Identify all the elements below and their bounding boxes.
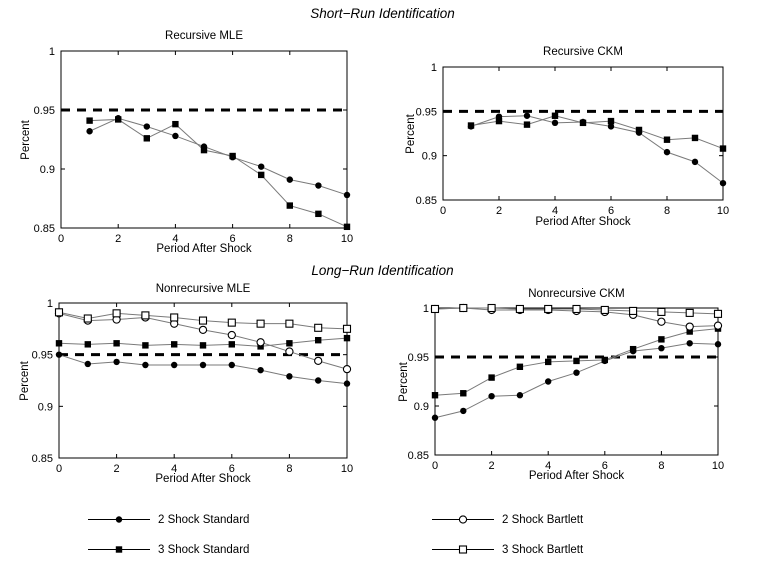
svg-text:10: 10 <box>341 233 353 245</box>
svg-text:0.85: 0.85 <box>34 223 55 235</box>
legend-label: 2 Shock Bartlett <box>502 513 584 526</box>
recursive-mle-chart: 0 2 4 6 8 10 0.85 0.9 0.95 1 <box>34 46 354 245</box>
recursive-ckm-xlabel: Period After Shock <box>535 216 631 228</box>
filled-circle-legend-icon <box>88 516 150 523</box>
filled-square-legend-icon <box>88 546 150 553</box>
svg-text:0.9: 0.9 <box>40 164 55 176</box>
svg-text:0: 0 <box>432 460 438 472</box>
legend-item-3-shock-bartlett: 3 Shock Bartlett <box>432 543 583 556</box>
svg-text:2: 2 <box>496 205 502 217</box>
recursive-mle-title: Recursive MLE <box>165 30 243 42</box>
open-circle-legend-icon <box>432 515 494 524</box>
svg-text:4: 4 <box>171 463 177 475</box>
svg-text:0.95: 0.95 <box>32 350 53 362</box>
svg-text:4: 4 <box>552 205 558 217</box>
svg-text:6: 6 <box>602 460 608 472</box>
nonrecursive-ckm-xlabel: Period After Shock <box>528 470 625 482</box>
legend-item-2-shock-bartlett: 2 Shock Bartlett <box>432 513 583 526</box>
svg-text:0: 0 <box>58 233 64 245</box>
svg-text:10: 10 <box>717 205 729 217</box>
svg-text:2: 2 <box>115 233 121 245</box>
svg-text:0.9: 0.9 <box>38 401 53 413</box>
svg-text:1: 1 <box>49 46 55 58</box>
recursive-ckm-title: Recursive CKM <box>543 46 623 58</box>
legend-label: 3 Shock Bartlett <box>502 543 584 556</box>
svg-text:6: 6 <box>230 233 236 245</box>
svg-text:0.95: 0.95 <box>34 105 55 117</box>
svg-text:8: 8 <box>287 233 293 245</box>
svg-text:6: 6 <box>608 205 614 217</box>
legend-item-3-shock-standard: 3 Shock Standard <box>88 543 249 556</box>
supertitle-short-run: Short−Run Identification <box>310 6 455 21</box>
svg-text:1: 1 <box>431 62 437 74</box>
legend-label: 2 Shock Standard <box>158 513 250 526</box>
svg-text:4: 4 <box>172 233 178 245</box>
svg-text:8: 8 <box>286 463 292 475</box>
svg-text:0.95: 0.95 <box>416 106 437 118</box>
svg-text:8: 8 <box>658 460 664 472</box>
nonrecursive-mle-title: Nonrecursive MLE <box>155 283 251 295</box>
svg-text:1: 1 <box>423 303 429 315</box>
svg-text:0.95: 0.95 <box>408 352 429 364</box>
svg-text:0.85: 0.85 <box>416 195 437 207</box>
legend-item-2-shock-standard: 2 Shock Standard <box>88 513 249 526</box>
svg-text:6: 6 <box>229 463 235 475</box>
svg-text:10: 10 <box>341 463 353 475</box>
svg-text:4: 4 <box>545 460 551 472</box>
svg-text:1: 1 <box>47 298 53 310</box>
svg-text:10: 10 <box>712 460 724 472</box>
nonrecursive-ckm-title: Nonrecursive CKM <box>528 288 625 300</box>
nonrecursive-mle-chart: 0 2 4 6 8 10 0.85 0.9 0.95 1 <box>32 298 354 475</box>
legend-label: 3 Shock Standard <box>158 543 250 556</box>
supertitle-long-run: Long−Run Identification <box>311 263 454 278</box>
svg-text:0: 0 <box>56 463 62 475</box>
nonrecursive-ckm-chart: 0 2 4 6 8 10 0.85 0.9 0.95 1 <box>408 303 725 472</box>
svg-text:0.85: 0.85 <box>408 450 429 462</box>
recursive-ckm-chart: 0 2 4 6 8 10 0.85 0.9 0.95 1 <box>416 62 730 217</box>
svg-text:0.85: 0.85 <box>32 453 53 465</box>
svg-text:8: 8 <box>664 205 670 217</box>
svg-text:2: 2 <box>114 463 120 475</box>
open-square-legend-icon <box>432 545 494 554</box>
recursive-mle-xlabel: Period After Shock <box>156 243 252 255</box>
svg-text:2: 2 <box>489 460 495 472</box>
svg-text:0.9: 0.9 <box>422 151 437 163</box>
svg-text:0.9: 0.9 <box>414 401 429 413</box>
nonrecursive-mle-xlabel: Period After Shock <box>155 473 251 485</box>
svg-text:0: 0 <box>440 205 446 217</box>
